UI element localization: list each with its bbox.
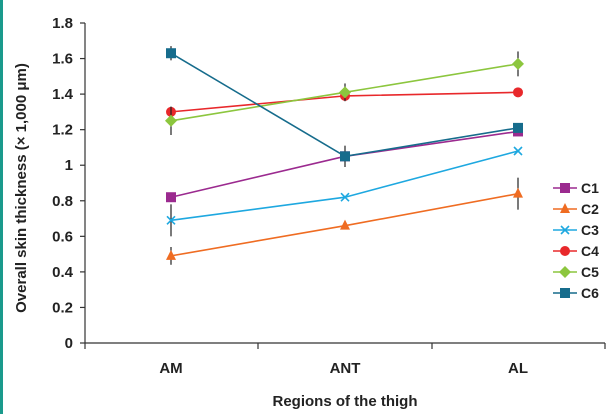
- y-tick-label: 1.4: [52, 86, 74, 103]
- data-point: [340, 151, 350, 162]
- y-tick-label: 0.8: [52, 193, 73, 210]
- x-axis-label: Regions of the thigh: [273, 393, 418, 410]
- x-tick-label: ANT: [330, 360, 361, 377]
- legend-item-c5: C5: [553, 264, 599, 280]
- legend-marker: [560, 288, 570, 298]
- data-point: [513, 87, 523, 98]
- data-point: [166, 215, 176, 225]
- legend-item-c1: C1: [553, 180, 599, 196]
- y-tick-label: 0.6: [52, 228, 73, 245]
- y-tick-label: 1.8: [52, 15, 73, 32]
- legend-item-c4: C4: [553, 243, 599, 259]
- legend-marker: [560, 246, 570, 256]
- legend-item-c2: C2: [553, 201, 599, 217]
- series-c3: [166, 146, 523, 237]
- x-tick-label: AL: [508, 360, 528, 377]
- data-point: [166, 249, 176, 260]
- axes: [84, 23, 605, 344]
- legend-label: C6: [581, 285, 599, 301]
- data-point: [512, 57, 524, 70]
- y-ticks: 0 0.2 0.4 0.6 0.8 1 1.2 1.4 1.6 1.8: [52, 15, 85, 352]
- y-tick-label: 1.2: [52, 122, 73, 139]
- series-group: [165, 46, 524, 265]
- legend-marker: [560, 203, 570, 213]
- legend-label: C1: [581, 180, 599, 196]
- data-point: [340, 219, 350, 230]
- y-tick-label: 1.6: [52, 51, 73, 68]
- legend-item-c3: C3: [553, 222, 599, 238]
- data-point: [166, 192, 176, 203]
- series-line-c6: [170, 52, 519, 158]
- legend-label: C4: [581, 243, 599, 259]
- legend-marker: [560, 225, 570, 235]
- series-c2: [166, 177, 523, 265]
- legend: C1 C2 C3 C4 C5 C6: [553, 180, 599, 301]
- data-point: [513, 187, 523, 198]
- legend-marker: [560, 183, 570, 193]
- data-point: [166, 48, 176, 59]
- data-point: [513, 146, 523, 156]
- legend-item-c6: C6: [553, 285, 599, 301]
- legend-label: C3: [581, 222, 599, 238]
- y-axis-label: Overall skin thickness (× 1,000 μm): [13, 63, 30, 313]
- legend-label: C5: [581, 264, 599, 280]
- data-point: [340, 192, 350, 202]
- y-tick-label: 1: [65, 157, 73, 174]
- y-tick-label: 0.4: [52, 264, 74, 281]
- legend-label: C2: [581, 201, 599, 217]
- data-point: [165, 114, 177, 127]
- data-point: [339, 86, 351, 99]
- left-accent-bar: [0, 0, 3, 414]
- x-ticks: AM ANT AL: [84, 343, 606, 377]
- y-tick-label: 0.2: [52, 299, 73, 316]
- data-point: [513, 122, 523, 133]
- legend-marker: [559, 266, 571, 278]
- x-tick-label: AM: [159, 360, 182, 377]
- y-tick-label: 0: [65, 335, 73, 352]
- series-c6: [166, 46, 523, 167]
- series-c5: [165, 51, 524, 135]
